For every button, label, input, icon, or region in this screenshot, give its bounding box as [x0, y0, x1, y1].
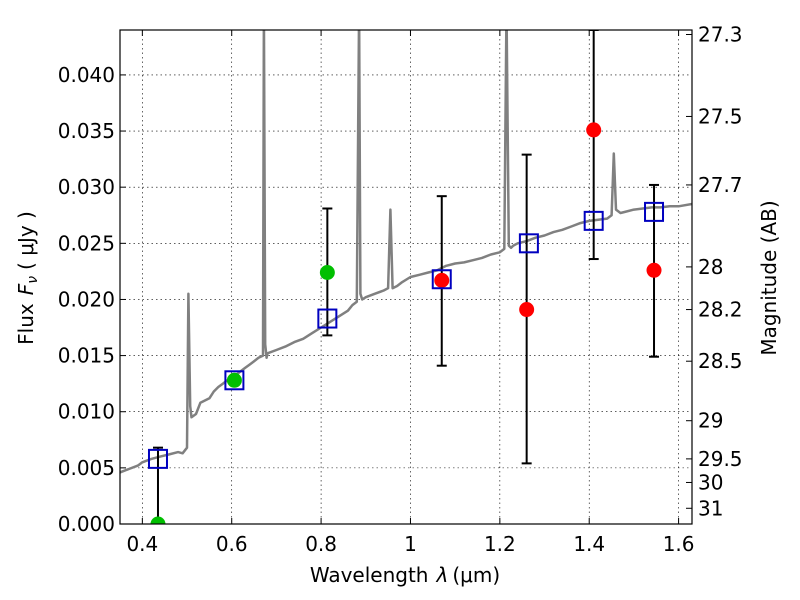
square-marker [224, 370, 245, 391]
y-tick-label: 0.040 [58, 63, 115, 87]
x-tick-label: 0.4 [126, 532, 158, 556]
x-tick-label: 1 [404, 532, 417, 556]
grid-lines [120, 30, 692, 525]
right-tick-label: 27.3 [698, 22, 743, 46]
plot-frame [119, 29, 693, 525]
right-tick-label: 27.5 [698, 104, 743, 128]
y-tick-label: 0.015 [58, 344, 115, 368]
x-tick-label: 1.2 [484, 532, 516, 556]
y-tick-label: 0.020 [58, 287, 115, 311]
square-marker [518, 233, 539, 254]
right-tick-label: 28.5 [698, 349, 743, 373]
spectrum-series [120, 30, 692, 474]
right-tick-label: 29.5 [698, 447, 743, 471]
circle-marker [434, 272, 450, 288]
square-marker [431, 269, 452, 290]
right-tick-label: 28.2 [698, 298, 743, 322]
right-axis-label: Magnitude (AB) [757, 200, 781, 355]
x-tick-label: 0.6 [216, 532, 248, 556]
y-tick-label: 0.000 [58, 512, 115, 536]
y-tick-label: 0.025 [58, 231, 115, 255]
y-tick-label: 0.035 [58, 119, 115, 143]
spectrum-line [120, 30, 692, 474]
right-tick-label: 30 [698, 470, 723, 494]
circle-marker [226, 372, 242, 388]
square-marker [644, 201, 665, 222]
y-tick-label: 0.005 [58, 456, 115, 480]
circle-marker [319, 265, 335, 281]
y-tick-label: 0.010 [58, 400, 115, 424]
right-tick-label: 28 [698, 255, 723, 279]
y-tick-label: 0.030 [58, 175, 115, 199]
marker-series [147, 122, 665, 524]
circle-marker [586, 122, 602, 138]
square-marker [317, 308, 338, 329]
axis-ticks [120, 30, 692, 525]
circle-marker [150, 516, 166, 524]
right-tick-label: 27.7 [698, 173, 743, 197]
errorbar-series [152, 30, 660, 524]
x-tick-label: 1.4 [573, 532, 605, 556]
x-axis-label: Wavelength λ (μm) [310, 563, 500, 587]
y-axis-label: FluxFν( μJy ) [14, 211, 41, 345]
circle-marker [646, 262, 662, 278]
square-marker [147, 448, 168, 469]
right-tick-label: 29 [698, 409, 723, 433]
x-tick-label: 1.6 [663, 532, 695, 556]
tick-labels: 0.4 0.6 0.8 1 1.2 1.4 1.6 0.000 0.005 0.010 0.015 0… [58, 22, 743, 556]
x-tick-label: 0.8 [305, 532, 337, 556]
circle-marker [519, 302, 535, 318]
square-marker [583, 210, 604, 231]
right-tick-label: 31 [698, 496, 723, 520]
